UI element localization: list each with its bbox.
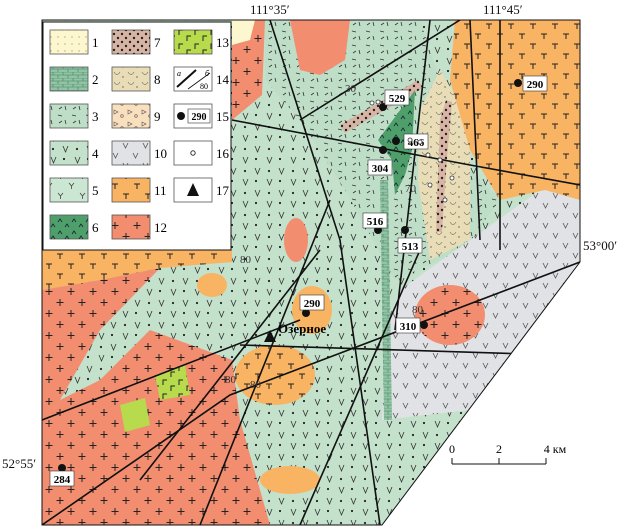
scale-tick-4: 4 км [544, 442, 567, 456]
ring-icon [369, 100, 375, 106]
sample-label: 304 [372, 163, 389, 175]
sample-point: 304 [367, 146, 393, 176]
legend-14-b: б [205, 69, 210, 78]
zone-1 [232, 20, 255, 45]
legend-item-11: 11 [111, 177, 167, 203]
legend-item-6: 6 [49, 214, 99, 240]
legend-number: 9 [154, 109, 161, 124]
settlement-triangle-icon [264, 330, 276, 342]
faults [42, 20, 580, 525]
legend-number: 4 [92, 146, 99, 161]
legend-number: 17 [216, 183, 230, 198]
legend-14-a: а [177, 69, 181, 78]
legend-number: 13 [216, 35, 229, 50]
sample-point: 516 [362, 212, 388, 234]
legend-item-16: 16 [173, 140, 230, 166]
legend-number: 1 [92, 35, 99, 50]
sample-label: 284 [54, 474, 71, 486]
sample-label: 516 [367, 216, 384, 228]
coord-52-55: 52°55′ [2, 456, 37, 471]
legend-item-17: 17 [173, 177, 230, 203]
legend-number: 7 [154, 35, 161, 50]
coord-111-45: 111°45′ [483, 2, 523, 17]
scale-tick-2: 2 [496, 442, 502, 456]
dip-label: 80 [225, 374, 237, 386]
legend-number: 15 [216, 109, 229, 124]
legend-number: 16 [216, 146, 230, 161]
map-frame [41, 19, 581, 526]
dip-label: 30 [345, 83, 357, 95]
legend-number: 5 [92, 183, 99, 198]
sample-point: 310 [395, 317, 428, 334]
legend-number: 2 [92, 72, 99, 87]
legend-item-4: 4 [49, 140, 99, 166]
legend-item-14: а б 80 14 [173, 66, 230, 92]
dip-label: 80 [240, 254, 252, 266]
legend-14-dip: 80 [200, 82, 208, 91]
sample-point: 529 [379, 89, 410, 111]
sample-point: 290 [514, 75, 548, 92]
legend-number: 11 [154, 183, 167, 198]
ring-icon [437, 157, 443, 163]
legend-item-5: 5 [49, 177, 99, 203]
sample-point: 284 [49, 464, 75, 487]
legend-number: 8 [154, 72, 161, 87]
sample-point: 290 [299, 294, 325, 317]
legend-item-10: 10 [111, 140, 167, 166]
legend-item-9: 9 [111, 103, 161, 129]
legend-number: 12 [154, 220, 167, 235]
zone-13 [120, 365, 190, 432]
legend-item-7: 7 [111, 29, 161, 55]
sample-point: 513 [397, 226, 423, 254]
sample-label: 529 [389, 93, 406, 105]
sample-label: 310 [400, 321, 417, 333]
sample-label: 513 [402, 241, 419, 253]
ring-icon [449, 175, 455, 181]
settlement-label: Озерное [278, 321, 326, 336]
legend-item-13: 13 [173, 29, 229, 55]
sample-label: 290 [527, 79, 544, 91]
legend-item-12: 12 [111, 214, 167, 240]
legend-item-3: 3 [49, 103, 99, 129]
legend-item-15: 290 15 [173, 103, 229, 129]
scale-bar: 0 2 4 км [449, 442, 567, 465]
sample-label: 290 [304, 298, 321, 310]
coord-53-00: 53°00′ [583, 238, 618, 253]
legend-item-2: 2 [49, 66, 99, 92]
ring-icon [425, 152, 431, 158]
coord-111-35: 111°35′ [250, 2, 290, 17]
dip-label: 80 [412, 304, 424, 316]
ring-icon [427, 182, 433, 188]
scale-tick-0: 0 [449, 442, 455, 456]
legend-number: 6 [92, 220, 99, 235]
ring-icon [407, 137, 413, 143]
dip-label: 80 [250, 379, 262, 391]
legend-number: 3 [92, 109, 99, 124]
ring-icon [375, 99, 381, 105]
ring-icon [442, 197, 448, 203]
legend-number: 10 [154, 146, 167, 161]
legend-item-1: 1 [49, 29, 99, 55]
legend-sample-label: 290 [192, 112, 207, 123]
legend-item-8: 8 [111, 66, 161, 92]
legend-number: 14 [216, 72, 230, 87]
dip-label: 70 [405, 183, 417, 195]
ring-icon [417, 139, 423, 145]
zone-2 [380, 180, 392, 420]
